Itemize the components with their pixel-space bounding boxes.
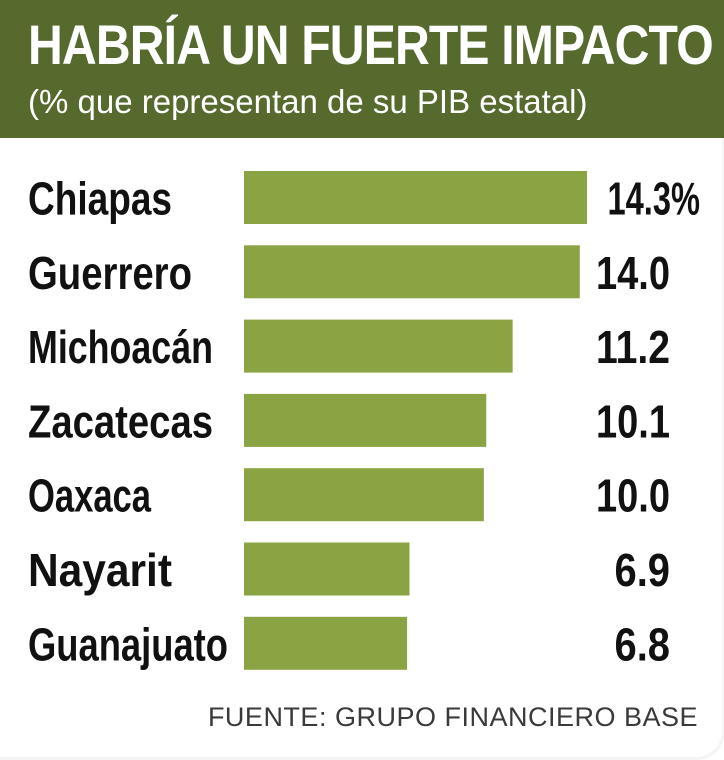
- bar: [244, 542, 410, 596]
- category-label: Oaxaca: [28, 470, 151, 522]
- header-banner: HABRÍA UN FUERTE IMPACTO (% que represen…: [0, 0, 724, 138]
- category-label: Michoacán: [28, 321, 213, 373]
- chart-subtitle: (% que representan de su PIB estatal): [28, 83, 588, 120]
- bar-row-guanajuato: Guanajuato 6.8: [28, 616, 671, 670]
- category-label: Chiapas: [28, 173, 172, 225]
- value-label: 10.0: [596, 470, 670, 522]
- bar: [244, 616, 408, 670]
- bar: [244, 171, 587, 224]
- bar: [244, 319, 513, 373]
- bar-row-nayarit: Nayarit 6.9: [28, 542, 671, 596]
- value-label: 14.0: [596, 247, 670, 299]
- value-label: 11.2: [596, 321, 670, 373]
- value-label: 10.1: [596, 395, 670, 447]
- source-note: FUENTE: GRUPO FINANCIERO BASE: [207, 702, 698, 732]
- category-label: Nayarit: [28, 544, 172, 596]
- bar-row-oaxaca: Oaxaca 10.0: [28, 468, 670, 522]
- bar-chart: Chiapas 14.3% Guerrero 14.0 Michoacán 11.2 Zac…: [28, 171, 700, 670]
- category-label: Guerrero: [28, 247, 192, 299]
- bar-row-zacatecas: Zacatecas 10.1: [28, 393, 670, 447]
- bar-row-guerrero: Guerrero 14.0: [28, 245, 670, 299]
- bar: [244, 468, 484, 522]
- bar-row-chiapas: Chiapas 14.3%: [28, 171, 700, 225]
- bar: [244, 245, 580, 299]
- chart-title: HABRÍA UN FUERTE IMPACTO: [28, 13, 714, 76]
- value-label: 14.3%: [608, 173, 701, 225]
- bar: [244, 393, 487, 447]
- value-label: 6.8: [615, 618, 671, 670]
- category-label: Zacatecas: [28, 395, 213, 447]
- value-label: 6.9: [615, 544, 671, 596]
- bar-row-michoacan: Michoacán 11.2: [28, 319, 670, 373]
- category-label: Guanajuato: [28, 618, 228, 670]
